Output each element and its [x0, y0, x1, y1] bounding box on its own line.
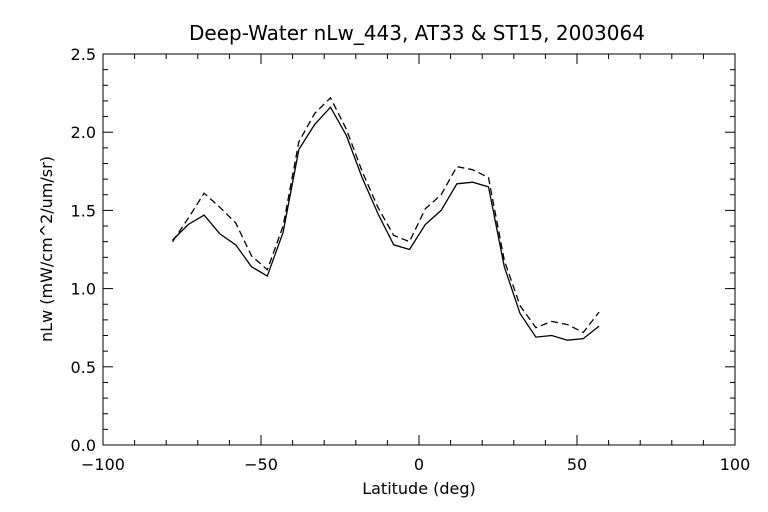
x-axis-label: Latitude (deg) — [362, 479, 476, 498]
y-tick-label: 2.5 — [71, 45, 96, 64]
chart-title: Deep-Water nLw_443, AT33 & ST15, 2003064 — [189, 21, 645, 45]
x-tick-label: −100 — [81, 455, 125, 474]
axis-ticks — [102, 53, 736, 446]
x-tick-label: 0 — [414, 455, 424, 474]
plot-frame — [102, 53, 736, 446]
y-tick-label: 1.5 — [71, 201, 96, 220]
y-tick-label: 1.0 — [71, 280, 96, 299]
x-tick-label: 50 — [567, 455, 587, 474]
y-tick-label: 0.5 — [71, 358, 96, 377]
x-tick-label: 100 — [720, 455, 751, 474]
y-axis-label: nLw (mW/cm^2/um/sr) — [37, 156, 56, 342]
y-tick-label: 2.0 — [71, 123, 96, 142]
series-layer — [171, 96, 600, 341]
y-tick-label: 0.0 — [71, 436, 96, 455]
axis-tick-labels: −100 −50 0 50 100 0.0 0.5 1.0 1.5 2.0 2.5 — [71, 45, 751, 474]
x-tick-label: −50 — [244, 455, 278, 474]
series-line-solid — [172, 106, 600, 341]
series-line-dashed — [171, 96, 600, 334]
